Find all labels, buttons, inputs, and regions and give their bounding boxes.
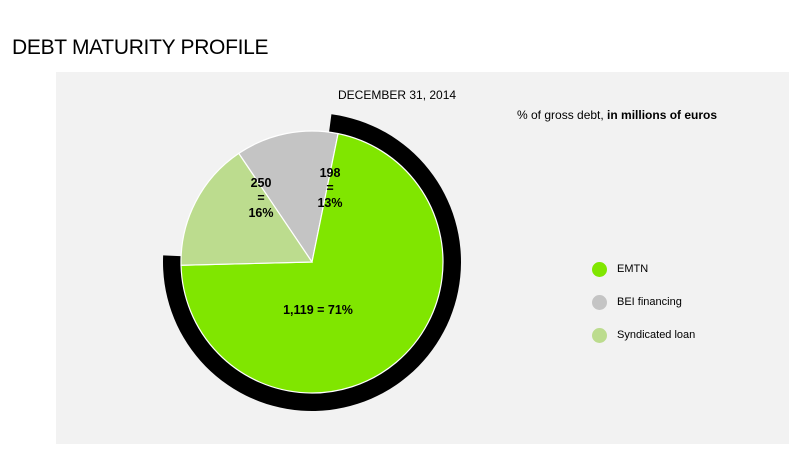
units-note: % of gross debt, in millions of euros <box>517 108 717 122</box>
legend-item-emtn: EMTN <box>592 259 695 279</box>
legend-swatch-bei-financing <box>592 294 607 310</box>
units-bold: in millions of euros <box>607 108 718 122</box>
slice-label-bei-financing: 198 = 13% <box>317 166 342 210</box>
pie-slice-syndicated-loan <box>180 152 314 266</box>
slice-label-syndicated-loan: 250 = 16% <box>248 176 273 220</box>
page-title: DEBT MATURITY PROFILE <box>12 36 269 59</box>
legend-item-bei-financing: BEI financing <box>592 292 695 312</box>
legend-swatch-emtn <box>592 261 607 277</box>
legend: EMTN BEI financing Syndicated loan <box>592 259 695 358</box>
legend-label-syndicated-loan: Syndicated loan <box>617 329 696 341</box>
chart-title: DECEMBER 31, 2014 <box>338 88 457 102</box>
pie-slice-bei-financing <box>237 130 339 264</box>
slice-label-emtn: 1,119 = 71% <box>283 303 353 317</box>
legend-swatch-syndicated-loan <box>592 327 607 343</box>
pie-slice-emtn <box>180 132 444 394</box>
legend-label-bei-financing: BEI financing <box>617 296 682 308</box>
legend-item-syndicated-loan: Syndicated loan <box>592 325 695 345</box>
units-prefix: % of gross debt, <box>517 108 608 122</box>
legend-label-emtn: EMTN <box>617 263 649 275</box>
